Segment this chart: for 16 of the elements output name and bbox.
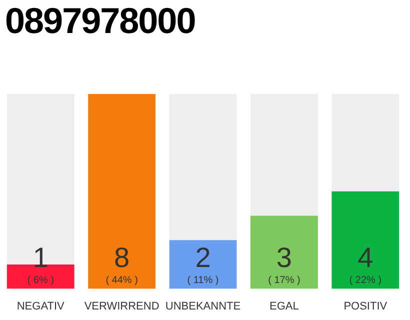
x-tick-label: EGAL	[270, 300, 299, 312]
bar	[169, 240, 237, 289]
x-tick-label: UNBEKANNTE	[165, 300, 241, 312]
data-label: 2	[195, 242, 211, 273]
chart-title: 0897978000	[5, 0, 196, 42]
annotation: ( 22% )	[349, 274, 382, 286]
x-tick-label: NEGATIV	[16, 300, 65, 312]
annotation: ( 11% )	[187, 274, 219, 286]
x-tick-label: POSITIV	[344, 300, 388, 312]
data-label: 4	[358, 242, 374, 273]
x-tick-label: VERWIRREND	[84, 300, 160, 312]
annotation: ( 17% )	[268, 274, 300, 286]
data-label: 8	[114, 242, 130, 273]
annotation: ( 44% )	[106, 274, 138, 286]
annotation: ( 6% )	[27, 274, 54, 286]
data-label: 3	[276, 242, 292, 273]
